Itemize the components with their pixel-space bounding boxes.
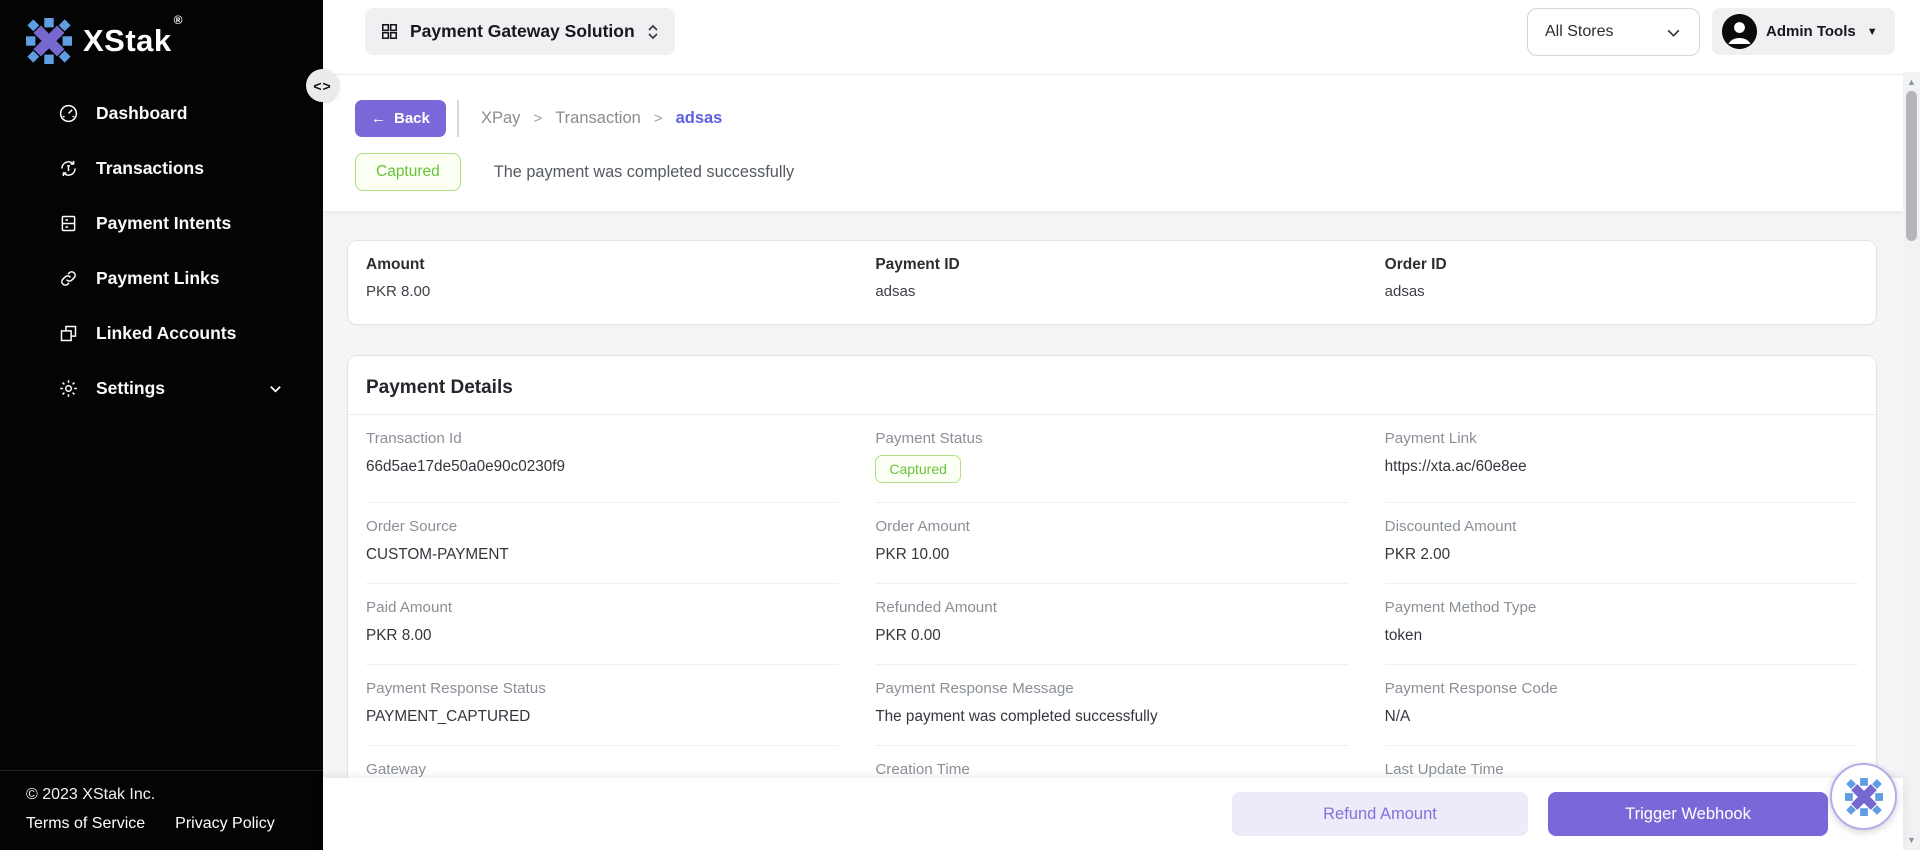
summary-value: adsas: [875, 283, 916, 300]
detail-payment-link: Payment Link https://xta.ac/60e8ee: [1384, 415, 1858, 503]
collapse-icon: <>: [313, 77, 332, 94]
account-menu[interactable]: Admin Tools ▼: [1712, 8, 1895, 55]
privacy-policy-link[interactable]: Privacy Policy: [175, 815, 275, 832]
sidebar-item-label: Dashboard: [96, 103, 188, 123]
breadcrumb-separator: >: [533, 110, 543, 127]
payment-intents-icon: [57, 213, 79, 235]
detail-response-message: Payment Response Message The payment was…: [875, 665, 1349, 746]
sidebar-item-label: Settings: [96, 378, 166, 398]
sidebar-item-payment-links[interactable]: Payment Links: [0, 251, 323, 306]
sidebar-item-transactions[interactable]: Transactions: [0, 141, 323, 196]
detail-paid-amount: Paid Amount PKR 8.00: [366, 584, 840, 665]
status-message: The payment was completed successfully: [493, 162, 795, 181]
breadcrumb-transaction[interactable]: Transaction: [555, 109, 641, 127]
sidebar-item-label: Payment Intents: [96, 213, 232, 233]
scroll-up-arrow[interactable]: ▲: [1907, 77, 1916, 87]
account-name: Admin Tools: [1766, 23, 1856, 40]
page-header: ← Back XPay > Transaction > adsas Captur…: [323, 75, 1903, 211]
detail-refunded-amount: Refunded Amount PKR 0.00: [875, 584, 1349, 665]
summary-label: Payment ID: [875, 256, 960, 273]
summary-amount: Amount PKR 8.00: [366, 256, 839, 300]
breadcrumb-current: adsas: [675, 109, 723, 127]
summary-label: Amount: [366, 256, 425, 273]
sidebar-item-label: Linked Accounts: [96, 323, 237, 343]
xstak-star-icon: [1844, 777, 1883, 816]
breadcrumb: XPay > Transaction > adsas: [481, 100, 722, 137]
trademark: ®: [173, 13, 184, 27]
header-divider: [457, 100, 459, 137]
detail-response-status: Payment Response Status PAYMENT_CAPTURED: [366, 665, 840, 746]
xstak-fab-button[interactable]: [1830, 763, 1897, 830]
avatar: [1722, 14, 1757, 49]
sidebar-item-dashboard[interactable]: Dashboard: [0, 86, 323, 141]
detail-response-code: Payment Response Code N/A: [1384, 665, 1858, 746]
app-switcher-select[interactable]: Payment Gateway Solution: [365, 8, 675, 55]
topbar: Payment Gateway Solution All Stores: [323, 0, 1920, 75]
sidebar-item-settings[interactable]: Settings: [0, 361, 323, 416]
vertical-scrollbar[interactable]: ▲ ▼: [1903, 72, 1920, 850]
sidebar-item-linked-accounts[interactable]: Linked Accounts: [0, 306, 323, 361]
scrollbar-thumb[interactable]: [1906, 91, 1917, 241]
store-filter-value: All Stores: [1545, 23, 1614, 40]
brand-name: XStak®: [83, 13, 184, 58]
detail-transaction-id: Transaction Id 66d5ae17de50a0e90c0230f9: [366, 415, 840, 503]
summary-payment-id: Payment ID adsas: [875, 256, 1348, 300]
scroll-down-arrow[interactable]: ▼: [1907, 835, 1916, 845]
sidebar-nav: Dashboard Transactions P: [0, 86, 323, 416]
payment-status-badge: Captured: [875, 455, 961, 483]
summary-value: PKR 8.00: [366, 283, 431, 300]
sidebar-collapse-toggle[interactable]: <>: [306, 69, 339, 102]
transactions-icon: [57, 158, 79, 180]
back-button[interactable]: ← Back: [355, 100, 446, 137]
xstak-star-icon: [26, 18, 72, 64]
sidebar-item-label: Payment Links: [96, 268, 220, 288]
summary-label: Order ID: [1384, 256, 1447, 273]
linked-accounts-icon: [57, 323, 79, 345]
summary-order-id: Order ID adsas: [1385, 256, 1858, 300]
payment-details-title: Payment Details: [348, 356, 1876, 415]
payment-link-value[interactable]: https://xta.ac/60e8ee: [1384, 458, 1527, 475]
dashboard-icon: [57, 103, 79, 125]
main-content: ← Back XPay > Transaction > adsas Captur…: [323, 75, 1903, 850]
caret-down-icon: ▼: [1866, 25, 1878, 38]
app-switcher-label: Payment Gateway Solution: [410, 21, 635, 41]
terms-of-service-link[interactable]: Terms of Service: [26, 815, 146, 832]
payment-links-icon: [57, 268, 79, 290]
detail-discounted-amount: Discounted Amount PKR 2.00: [1384, 503, 1858, 584]
breadcrumb-separator: >: [653, 110, 663, 127]
detail-payment-method-type: Payment Method Type token: [1384, 584, 1858, 665]
updown-chevron-icon: [646, 23, 660, 41]
status-row: Captured The payment was completed succe…: [355, 153, 794, 191]
status-badge: Captured: [355, 153, 461, 191]
store-filter-select[interactable]: All Stores: [1527, 8, 1700, 56]
detail-order-source: Order Source CUSTOM-PAYMENT: [366, 503, 840, 584]
gear-icon: [57, 378, 79, 400]
detail-order-amount: Order Amount PKR 10.00: [875, 503, 1349, 584]
payment-details-card: Payment Details Transaction Id 66d5ae17d…: [347, 355, 1877, 833]
summary-value: adsas: [1384, 283, 1425, 300]
detail-payment-status: Payment Status Captured: [875, 415, 1349, 503]
grid-icon: [380, 22, 399, 41]
back-arrow-icon: ←: [371, 110, 386, 127]
action-bar: Refund Amount Trigger Webhook: [323, 778, 1903, 850]
chevron-down-icon: [268, 381, 283, 396]
breadcrumb-xpay[interactable]: XPay: [481, 109, 521, 127]
sidebar-item-payment-intents[interactable]: Payment Intents: [0, 196, 323, 251]
trigger-webhook-button[interactable]: Trigger Webhook: [1548, 792, 1828, 836]
refund-amount-button[interactable]: Refund Amount: [1232, 792, 1528, 836]
sidebar: XStak® Dashboard Transactions: [0, 0, 323, 850]
sidebar-footer: © 2023 XStak Inc. Terms of Service Priva…: [0, 770, 323, 850]
sidebar-item-label: Transactions: [96, 158, 204, 178]
summary-card: Amount PKR 8.00 Payment ID adsas Order I…: [347, 240, 1877, 325]
brand-logo: XStak®: [0, 0, 323, 72]
copyright-text: © 2023 XStak Inc.: [26, 786, 156, 803]
chevron-down-icon: [1665, 24, 1682, 41]
